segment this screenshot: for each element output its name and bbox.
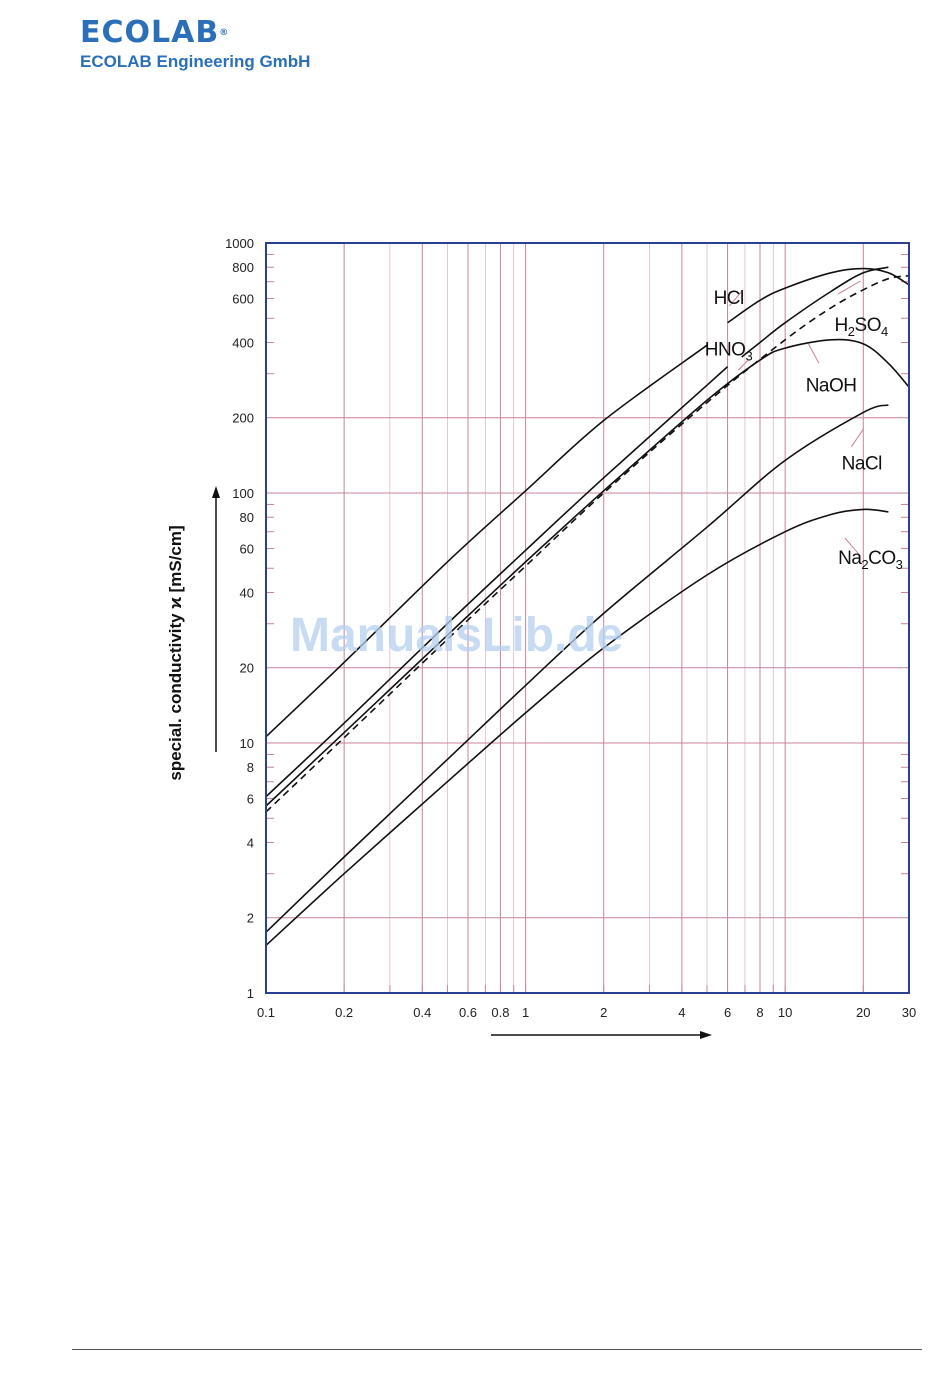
y-tick-label: 800	[232, 260, 254, 275]
y-axis-label: special. conductivity ϰ [mS/cm]	[166, 525, 185, 780]
label-subscript: 4	[881, 324, 888, 339]
label-subscript: 3	[896, 557, 903, 572]
y-tick-label: 1000	[225, 236, 254, 251]
label-main: H	[835, 315, 848, 336]
leader-na2co3	[844, 537, 861, 557]
y-tick-label: 1	[247, 986, 254, 1001]
x-tick-label: 30	[902, 1005, 916, 1020]
tick-labels: 0.1 0.2 0.4 0.6 0.8 1 2 4 6 8 10 20 30 1 2 4 6 8 10 20 40 60 8…	[225, 236, 916, 1020]
registered-mark: ®	[219, 28, 230, 38]
series-line-naoh	[265, 338, 910, 807]
ecolab-logo: ECOLAB® ECOLAB Engineering GmbH	[80, 16, 310, 72]
series-label-hno3: HNO3	[705, 339, 753, 363]
x-tick-label: 0.2	[335, 1005, 353, 1020]
series-line-hno3	[265, 366, 729, 798]
series-label-na2co3: Na2CO3	[838, 548, 903, 572]
company-name: ECOLAB Engineering GmbH	[80, 52, 311, 71]
series-line-h2so4	[265, 274, 910, 813]
axis-arrows	[212, 486, 712, 1039]
series-line-na2co3	[265, 508, 889, 946]
footer-rule	[72, 1349, 922, 1350]
y-tick-label: 4	[247, 835, 254, 850]
x-tick-label: 0.1	[257, 1005, 275, 1020]
logo-wordmark: ECOLAB®	[80, 16, 310, 50]
series-label-h2so4: H2SO4	[835, 315, 888, 339]
x-tick-label: 8	[756, 1005, 763, 1020]
x-tick-label: 2	[600, 1005, 607, 1020]
label-mid: SO	[855, 315, 881, 336]
y-tick-label: 2	[247, 911, 254, 926]
label-subscript: 2	[861, 557, 868, 572]
y-tick-label: 20	[240, 661, 254, 676]
y-tick-label: 40	[240, 585, 254, 600]
series-line-hno3	[741, 266, 889, 358]
label-main: NaOH	[806, 375, 857, 396]
x-tick-label: 0.8	[491, 1005, 509, 1020]
label-main: HNO	[705, 339, 746, 360]
y-tick-label: 6	[247, 791, 254, 806]
plot-frame	[265, 242, 910, 994]
label-subscript: 3	[745, 348, 752, 363]
watermark: ManualsLib.de	[290, 609, 624, 662]
x-tick-label: 0.4	[413, 1005, 431, 1020]
x-axis-arrow-head	[700, 1031, 712, 1039]
y-tick-label: 600	[232, 291, 254, 306]
label-subscript: 2	[848, 324, 855, 339]
y-tick-label: 8	[247, 760, 254, 775]
series-label-hcl: HCl	[714, 288, 744, 309]
x-tick-label: 4	[678, 1005, 685, 1020]
leader-naoh	[808, 343, 820, 364]
leader-hno3	[737, 359, 749, 371]
y-tick-label: 10	[240, 736, 254, 751]
series-line-hcl	[727, 267, 910, 324]
y-tick-label: 400	[232, 335, 254, 350]
y-tick-label: 200	[232, 411, 254, 426]
series-label-nacl: NaCl	[842, 454, 882, 475]
series-line-nacl	[265, 404, 889, 933]
y-tick-label: 80	[240, 510, 254, 525]
leader-hcl	[729, 291, 743, 307]
x-tick-label: 20	[856, 1005, 870, 1020]
y-tick-label: 100	[232, 486, 254, 501]
label-mid: CO	[868, 548, 896, 569]
label-leaders	[729, 280, 864, 557]
series-label-naoh: NaOH	[806, 375, 857, 396]
label-main: NaCl	[842, 454, 882, 475]
label-main: Na	[838, 548, 862, 569]
curves	[265, 266, 910, 946]
y-tick-label: 60	[240, 541, 254, 556]
leader-nacl	[850, 428, 864, 448]
x-tick-label: 0.6	[459, 1005, 477, 1020]
x-tick-label: 1	[522, 1005, 529, 1020]
x-tick-label: 10	[778, 1005, 792, 1020]
leader-h2so4	[837, 280, 861, 295]
label-main: HCl	[714, 288, 744, 309]
x-tick-label: 6	[724, 1005, 731, 1020]
y-axis-arrow-head	[212, 486, 220, 498]
logo-text: ECOLAB	[80, 15, 220, 50]
series-line-hcl	[265, 344, 708, 738]
